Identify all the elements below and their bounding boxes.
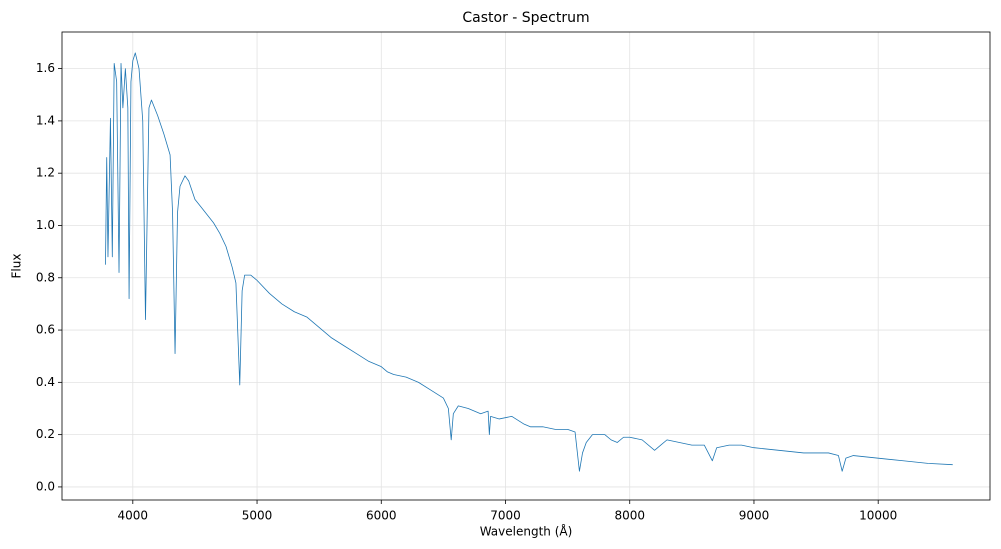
plot-frame <box>61 31 991 501</box>
x-tick-label: 8000 <box>614 509 645 523</box>
x-axis-label: Wavelength (Å) <box>480 524 573 539</box>
y-tick-label: 0.0 <box>36 479 55 493</box>
y-tick-label: 0.4 <box>36 375 55 389</box>
y-tick-label: 1.2 <box>36 166 55 180</box>
y-tick-label: 0.2 <box>36 427 55 441</box>
y-tick-label: 0.8 <box>36 270 55 284</box>
chart-title: Castor - Spectrum <box>462 10 589 26</box>
y-tick-label: 1.4 <box>36 113 55 127</box>
y-tick-label: 1.0 <box>36 218 55 232</box>
x-tick-label: 5000 <box>242 509 273 523</box>
x-tick-label: 6000 <box>366 509 397 523</box>
y-tick-label: 0.6 <box>36 323 55 337</box>
x-tick-label: 10000 <box>859 509 897 523</box>
y-tick-label: 1.6 <box>36 61 55 75</box>
y-axis-label: Flux <box>10 254 24 279</box>
x-tick-label: 9000 <box>739 509 770 523</box>
x-tick-label: 7000 <box>490 509 521 523</box>
x-tick-label: 4000 <box>118 509 149 523</box>
spectrum-line <box>105 52 953 472</box>
